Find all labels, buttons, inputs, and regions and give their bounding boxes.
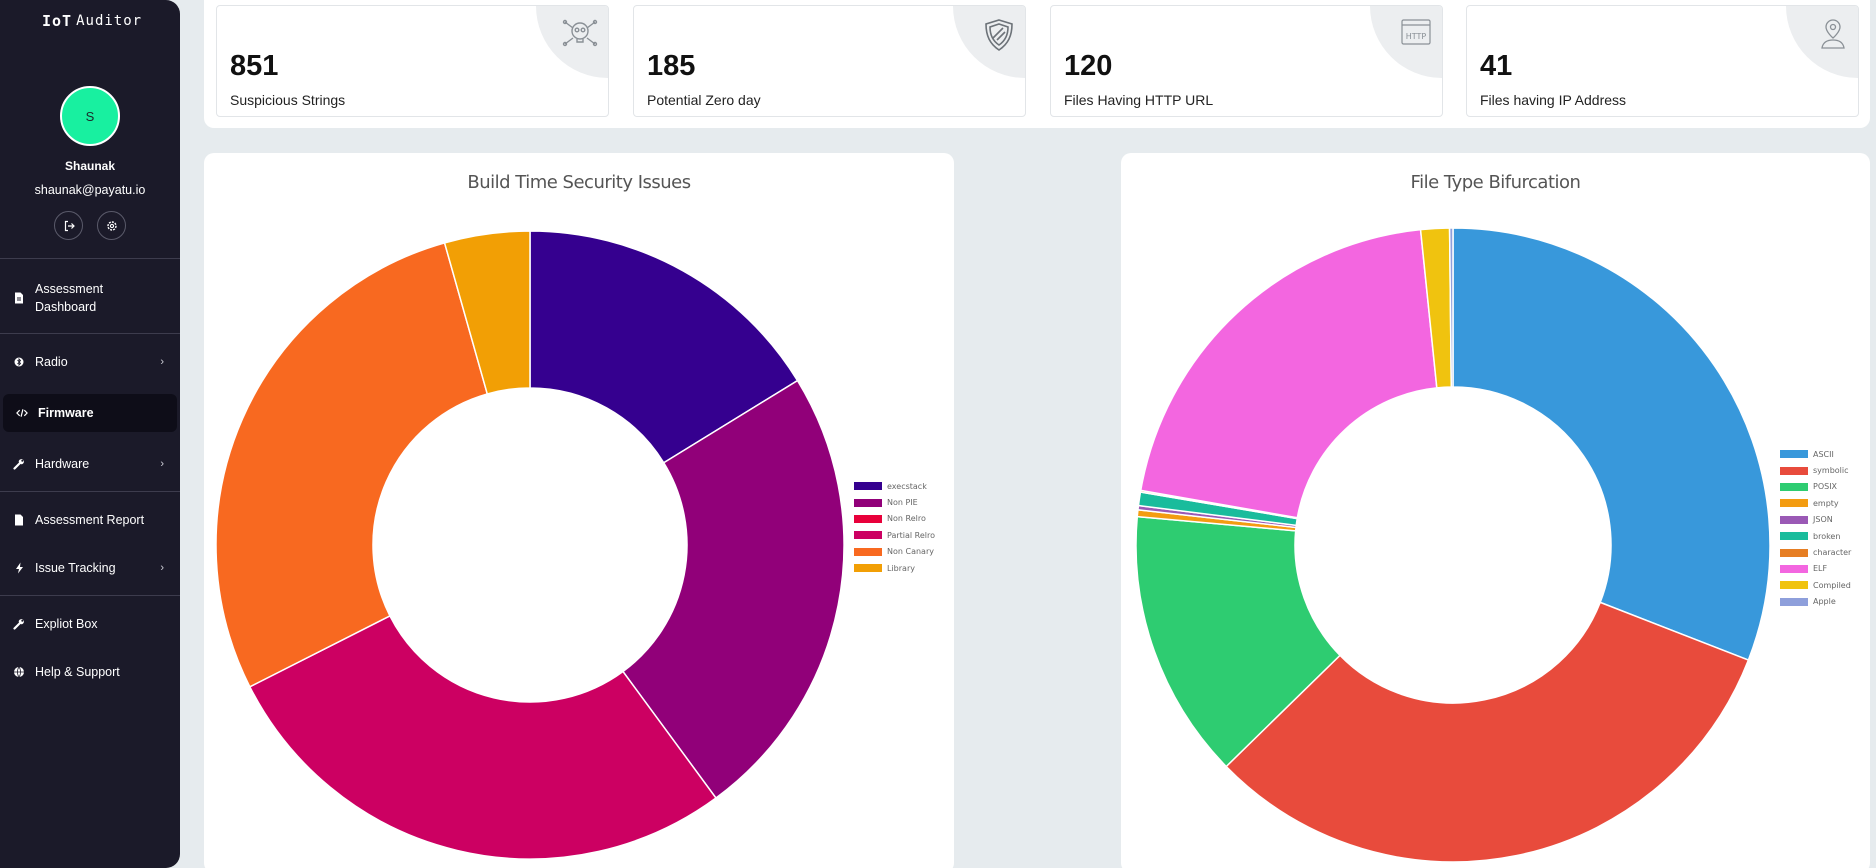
legend-swatch — [1780, 467, 1808, 475]
legend-swatch — [1780, 516, 1808, 524]
legend-label: character — [1813, 548, 1851, 557]
legend-swatch — [854, 564, 882, 572]
legend-label: Partial Relro — [887, 531, 935, 540]
legend-item[interactable]: character — [1780, 544, 1851, 560]
legend-item[interactable]: JSON — [1780, 512, 1851, 528]
legend-swatch — [1780, 549, 1808, 557]
legend-label: Compiled — [1813, 581, 1851, 590]
legend-item[interactable]: execstack — [854, 478, 935, 494]
doughnut-file-type — [1136, 228, 1770, 862]
legend-swatch — [854, 499, 882, 507]
legend-item[interactable]: Compiled — [1780, 577, 1851, 593]
legend-item[interactable]: broken — [1780, 528, 1851, 544]
legend-swatch — [1780, 499, 1808, 507]
legend-swatch — [1780, 598, 1808, 606]
legend-label: JSON — [1813, 515, 1833, 524]
legend-swatch — [854, 482, 882, 490]
legend-label: Non PIE — [887, 498, 918, 507]
legend-build-time: execstack Non PIE Non Relro Partial Relro No… — [854, 478, 935, 576]
legend-swatch — [854, 515, 882, 523]
legend-item[interactable]: Non PIE — [854, 494, 935, 510]
legend-label: Library — [887, 564, 915, 573]
slice-non-canary[interactable] — [216, 243, 487, 687]
legend-item[interactable]: Apple — [1780, 594, 1851, 610]
legend-label: symbolic — [1813, 466, 1849, 475]
legend-swatch — [1780, 450, 1808, 458]
legend-item[interactable]: Partial Relro — [854, 527, 935, 543]
slice-ascii[interactable] — [1453, 228, 1770, 660]
legend-item[interactable]: Library — [854, 560, 935, 576]
legend-swatch — [854, 548, 882, 556]
legend-swatch — [1780, 532, 1808, 540]
legend-item[interactable]: Non Canary — [854, 544, 935, 560]
slice-elf[interactable] — [1141, 230, 1437, 518]
legend-swatch — [854, 531, 882, 539]
legend-file-type: ASCII symbolic POSIX empty JSON broken charact… — [1780, 446, 1851, 610]
legend-label: Non Relro — [887, 514, 926, 523]
legend-label: Non Canary — [887, 547, 934, 556]
legend-swatch — [1780, 483, 1808, 491]
legend-item[interactable]: empty — [1780, 495, 1851, 511]
legend-label: Apple — [1813, 597, 1836, 606]
legend-item[interactable]: ELF — [1780, 561, 1851, 577]
legend-label: ASCII — [1813, 450, 1834, 459]
legend-swatch — [1780, 565, 1808, 573]
legend-item[interactable]: ASCII — [1780, 446, 1851, 462]
legend-item[interactable]: Non Relro — [854, 511, 935, 527]
legend-swatch — [1780, 581, 1808, 589]
legend-label: ELF — [1813, 564, 1827, 573]
legend-label: POSIX — [1813, 482, 1837, 491]
doughnut-build-time — [216, 231, 844, 859]
legend-label: empty — [1813, 499, 1839, 508]
legend-label: execstack — [887, 482, 927, 491]
legend-label: broken — [1813, 532, 1840, 541]
legend-item[interactable]: POSIX — [1780, 479, 1851, 495]
legend-item[interactable]: symbolic — [1780, 462, 1851, 478]
